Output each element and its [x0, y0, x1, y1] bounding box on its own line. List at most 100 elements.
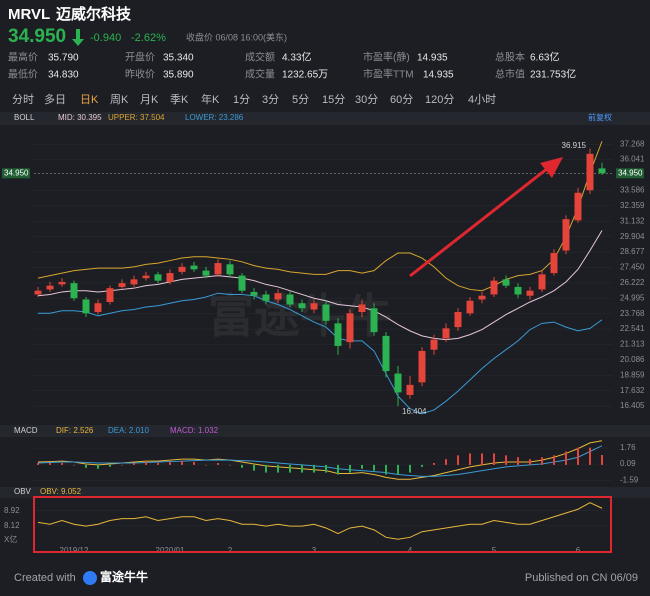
- tab[interactable]: 30分: [355, 93, 378, 106]
- macd-bar: [241, 464, 243, 468]
- candle-body: [466, 300, 474, 314]
- stat-value: 34.830: [48, 70, 79, 81]
- tab[interactable]: 15分: [322, 93, 345, 106]
- boll-line: [37, 230, 603, 341]
- candle-body: [226, 264, 234, 275]
- macd-bar: [97, 464, 99, 469]
- tab[interactable]: 月K: [140, 94, 159, 106]
- macd-bar: [541, 457, 543, 465]
- y-tick-label: 0.09: [620, 459, 636, 468]
- stat-value: 35.790: [48, 53, 79, 64]
- y-tick-label: 31.132: [620, 216, 645, 225]
- macd-bar: [421, 464, 423, 467]
- stat-label: 总股本: [495, 51, 525, 64]
- last-price-label: 34.950: [618, 168, 643, 177]
- tab[interactable]: 季K: [170, 93, 189, 106]
- tab[interactable]: 日K: [80, 94, 99, 106]
- candle-body: [310, 303, 318, 310]
- macd-bar: [385, 464, 387, 475]
- macd-bar: [109, 464, 111, 467]
- candle-body: [214, 263, 222, 275]
- change: -0.940: [90, 32, 121, 44]
- x-tick-label: 2019/12: [60, 546, 89, 555]
- tab[interactable]: 3分: [262, 93, 279, 106]
- boll-line: [38, 292, 603, 415]
- candle-body: [502, 279, 510, 286]
- stat-label: 市盈率TTM: [363, 68, 414, 81]
- macd-bar: [589, 447, 591, 465]
- arrow-head: [540, 157, 563, 178]
- y-tick-label: 1.76: [620, 443, 636, 452]
- macd-bar: [577, 447, 579, 465]
- legend-bar: [0, 425, 650, 437]
- macd-bar: [229, 464, 231, 466]
- y-tick-label: 37.268: [620, 139, 645, 148]
- tab[interactable]: 周K: [110, 93, 129, 106]
- tab[interactable]: 年K: [201, 92, 220, 106]
- legend-entry: MACD: 1.032: [170, 426, 219, 435]
- candle-body: [286, 294, 294, 305]
- macd-bar: [505, 455, 507, 465]
- tab[interactable]: 分时: [12, 93, 34, 106]
- stat-label: 开盘价: [125, 51, 155, 64]
- candle-body: [58, 281, 66, 285]
- watermark: 富途牛牛: [208, 290, 392, 342]
- stat-value: 4.33亿: [282, 51, 311, 64]
- macd-bar: [481, 453, 483, 465]
- stat-value: 35.890: [163, 70, 194, 81]
- candle-body: [262, 294, 270, 301]
- stat-label: 市盈率(静): [363, 51, 410, 64]
- candle-body: [442, 328, 450, 339]
- macd-bar: [433, 463, 435, 465]
- macd-bar: [301, 464, 303, 473]
- candle-body: [274, 293, 282, 300]
- y-tick-label: 36.041: [620, 155, 645, 164]
- stat-value: 35.340: [163, 53, 194, 64]
- candle-body: [178, 266, 186, 272]
- legend-entry: DEA: 2.010: [108, 426, 149, 435]
- macd-bar: [121, 464, 123, 466]
- candle-body: [334, 323, 342, 346]
- tab[interactable]: 多日: [44, 92, 66, 106]
- indicator: BOLL: [14, 113, 35, 122]
- stock-name: 迈威尔科技: [56, 5, 132, 23]
- tab[interactable]: 60分: [390, 93, 413, 106]
- macd-bar: [217, 463, 219, 465]
- candle-body: [526, 290, 534, 296]
- candle-body: [154, 274, 162, 281]
- status: 收盘价 06/08 16:00(美东): [186, 31, 287, 42]
- candle-body: [190, 265, 198, 270]
- candle-body: [34, 290, 42, 295]
- stat-value: 1232.65万: [282, 70, 328, 81]
- y-tick-label: 8.92: [4, 506, 20, 515]
- stat-label: 昨收价: [125, 68, 155, 81]
- tab[interactable]: 4小时: [468, 93, 496, 106]
- candle-body: [370, 308, 378, 333]
- legend-entry: OBV: 9.052: [40, 487, 82, 496]
- stat-value: 14.935: [417, 53, 448, 64]
- y-tick-label: 28.677: [620, 247, 645, 256]
- x-tick-label: 5: [492, 546, 497, 555]
- high-label: 36.915: [562, 141, 587, 150]
- tab[interactable]: 1分: [233, 93, 250, 106]
- candle-body: [382, 335, 390, 372]
- tab[interactable]: 5分: [292, 93, 309, 106]
- adjust[interactable]: 前复权: [588, 112, 612, 122]
- candle-body: [250, 291, 258, 296]
- macd-bar: [37, 463, 39, 465]
- macd-bar: [325, 464, 327, 473]
- legend-entry: MID: 30.395: [58, 113, 102, 122]
- y-tick-label: 24.995: [620, 293, 645, 302]
- candle-body: [574, 192, 582, 221]
- candle-body: [46, 285, 54, 290]
- candle-body: [298, 303, 306, 309]
- candle-body: [322, 304, 330, 321]
- candle-body: [394, 373, 402, 393]
- macd-line: [37, 445, 603, 477]
- macd-bar: [253, 464, 255, 471]
- tab[interactable]: 120分: [425, 93, 454, 106]
- candle-body: [118, 283, 126, 287]
- candle-body: [94, 303, 102, 313]
- stat-label: 成交额: [245, 51, 275, 64]
- candle-body: [418, 350, 426, 383]
